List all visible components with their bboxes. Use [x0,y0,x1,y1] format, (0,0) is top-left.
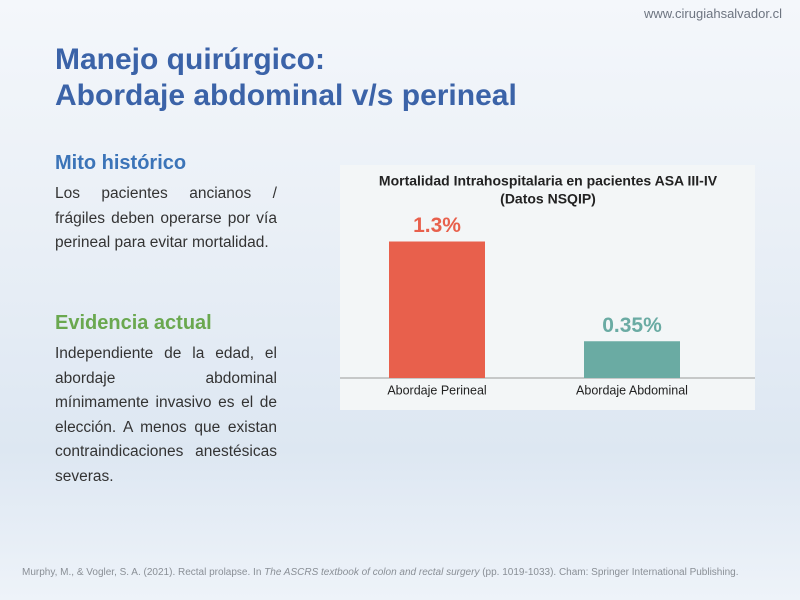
section-body: Independiente de la edad, el abordaje ab… [55,345,277,485]
citation: Murphy, M., & Vogler, S. A. (2021). Rect… [22,567,739,578]
chart-title: (Datos NSQIP) [500,191,596,207]
value-label: 1.3% [413,214,461,237]
bar [584,341,680,378]
website-url: www.cirugiahsalvador.cl [643,6,782,21]
section-heading: Mito histórico [55,152,187,174]
bar [389,241,485,378]
section-body: Los pacientes ancianos / frágiles deben … [55,185,277,251]
citation-title: The ASCRS textbook of colon and rectal s… [264,567,480,578]
category-label: Abordaje Perineal [387,383,486,397]
citation-text: (pp. 1019-1033). Cham: Springer Internat… [479,567,739,578]
slide-title: Manejo quirúrgico: Abordaje abdominal v/… [55,42,517,114]
section-heading: Evidencia actual [55,312,212,334]
citation-text: Murphy, M., & Vogler, S. A. (2021). Rect… [22,567,265,578]
title-line: Abordaje abdominal v/s perineal [55,79,517,112]
chart: Mortalidad Intrahospitalaria en paciente… [340,165,755,410]
category-label: Abordaje Abdominal [576,383,688,397]
value-label: 0.35% [602,314,662,337]
chart-title: Mortalidad Intrahospitalaria en paciente… [379,173,718,189]
title-line: Manejo quirúrgico: [55,43,325,76]
